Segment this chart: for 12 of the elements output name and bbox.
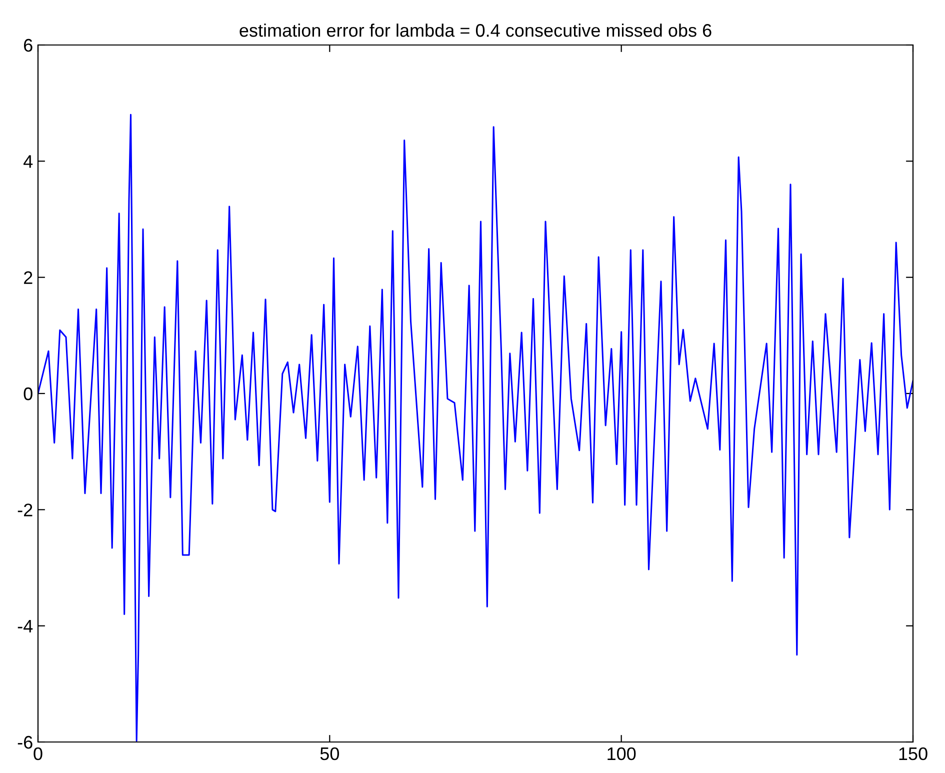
x-tick-label: 100	[608, 747, 636, 760]
y-tick-label: 2	[24, 271, 32, 284]
y-tick-label: 4	[24, 155, 33, 168]
x-tick-label: 50	[320, 747, 340, 760]
y-tick-label: 0	[24, 387, 32, 400]
x-tick-label: 150	[899, 747, 928, 760]
y-tick-label: 6	[24, 38, 32, 52]
y-tick-label: -2	[18, 504, 32, 516]
x-tick-label: 0	[34, 747, 42, 760]
y-tick-label: -6	[18, 736, 32, 749]
chart-title: estimation error for lambda = 0.4 consecutive missed obs 6	[240, 24, 712, 37]
y-tick-label: -4	[18, 620, 33, 632]
